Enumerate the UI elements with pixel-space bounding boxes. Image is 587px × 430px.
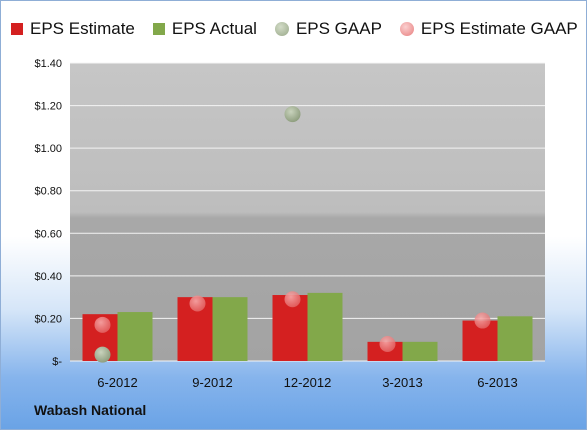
legend-label-gaap: EPS GAAP [295, 19, 382, 38]
y-tick-label: $- [52, 356, 62, 368]
legend-label-estimate: EPS Estimate [30, 19, 135, 38]
x-tick-label: 12-2012 [284, 375, 332, 390]
point-eps-estimate-gaap [379, 335, 396, 352]
x-tick-label: 9-2012 [192, 375, 232, 390]
x-tick-label: 6-2012 [97, 375, 137, 390]
legend-item-estimate-gaap: EPS Estimate GAAP [399, 19, 578, 39]
legend-swatch-estimate [11, 23, 23, 35]
y-tick-label: $0.80 [34, 186, 62, 198]
y-tick-label: $1.40 [34, 58, 62, 70]
x-tick-label: 3-2013 [382, 375, 422, 390]
point-eps-gaap [94, 346, 111, 363]
legend-item-actual: EPS Actual [152, 19, 257, 39]
point-eps-estimate-gaap [94, 316, 111, 333]
point-eps-estimate-gaap [474, 312, 491, 329]
bar-eps-actual [117, 312, 153, 361]
legend-item-estimate: EPS Estimate [11, 19, 135, 39]
legend-item-gaap: EPS GAAP [274, 19, 382, 39]
bar-eps-actual [497, 316, 533, 361]
legend-swatch-actual [152, 23, 165, 35]
point-eps-estimate-gaap [189, 295, 206, 312]
legend-swatch-estimate-gaap [399, 22, 414, 36]
y-tick-label: $0.60 [34, 228, 62, 240]
y-tick-label: $0.20 [34, 313, 62, 325]
bar-eps-actual [402, 341, 438, 361]
point-eps-estimate-gaap [284, 291, 301, 308]
y-tick-label: $0.40 [34, 271, 62, 283]
company-name: Wabash National [34, 402, 147, 418]
point-eps-gaap [284, 106, 301, 123]
chart-legend: EPS Estimate EPS Actual EPS GAAP EPS Est… [11, 17, 586, 41]
y-tick-label: $1.00 [34, 143, 62, 155]
bar-eps-actual [212, 297, 248, 361]
y-tick-label: $1.20 [34, 101, 62, 113]
legend-swatch-gaap [274, 22, 289, 36]
x-tick-label: 6-2013 [477, 375, 517, 390]
legend-label-actual: EPS Actual [171, 19, 257, 38]
legend-label-estimate-gaap: EPS Estimate GAAP [420, 19, 578, 38]
bar-eps-actual [307, 292, 343, 361]
